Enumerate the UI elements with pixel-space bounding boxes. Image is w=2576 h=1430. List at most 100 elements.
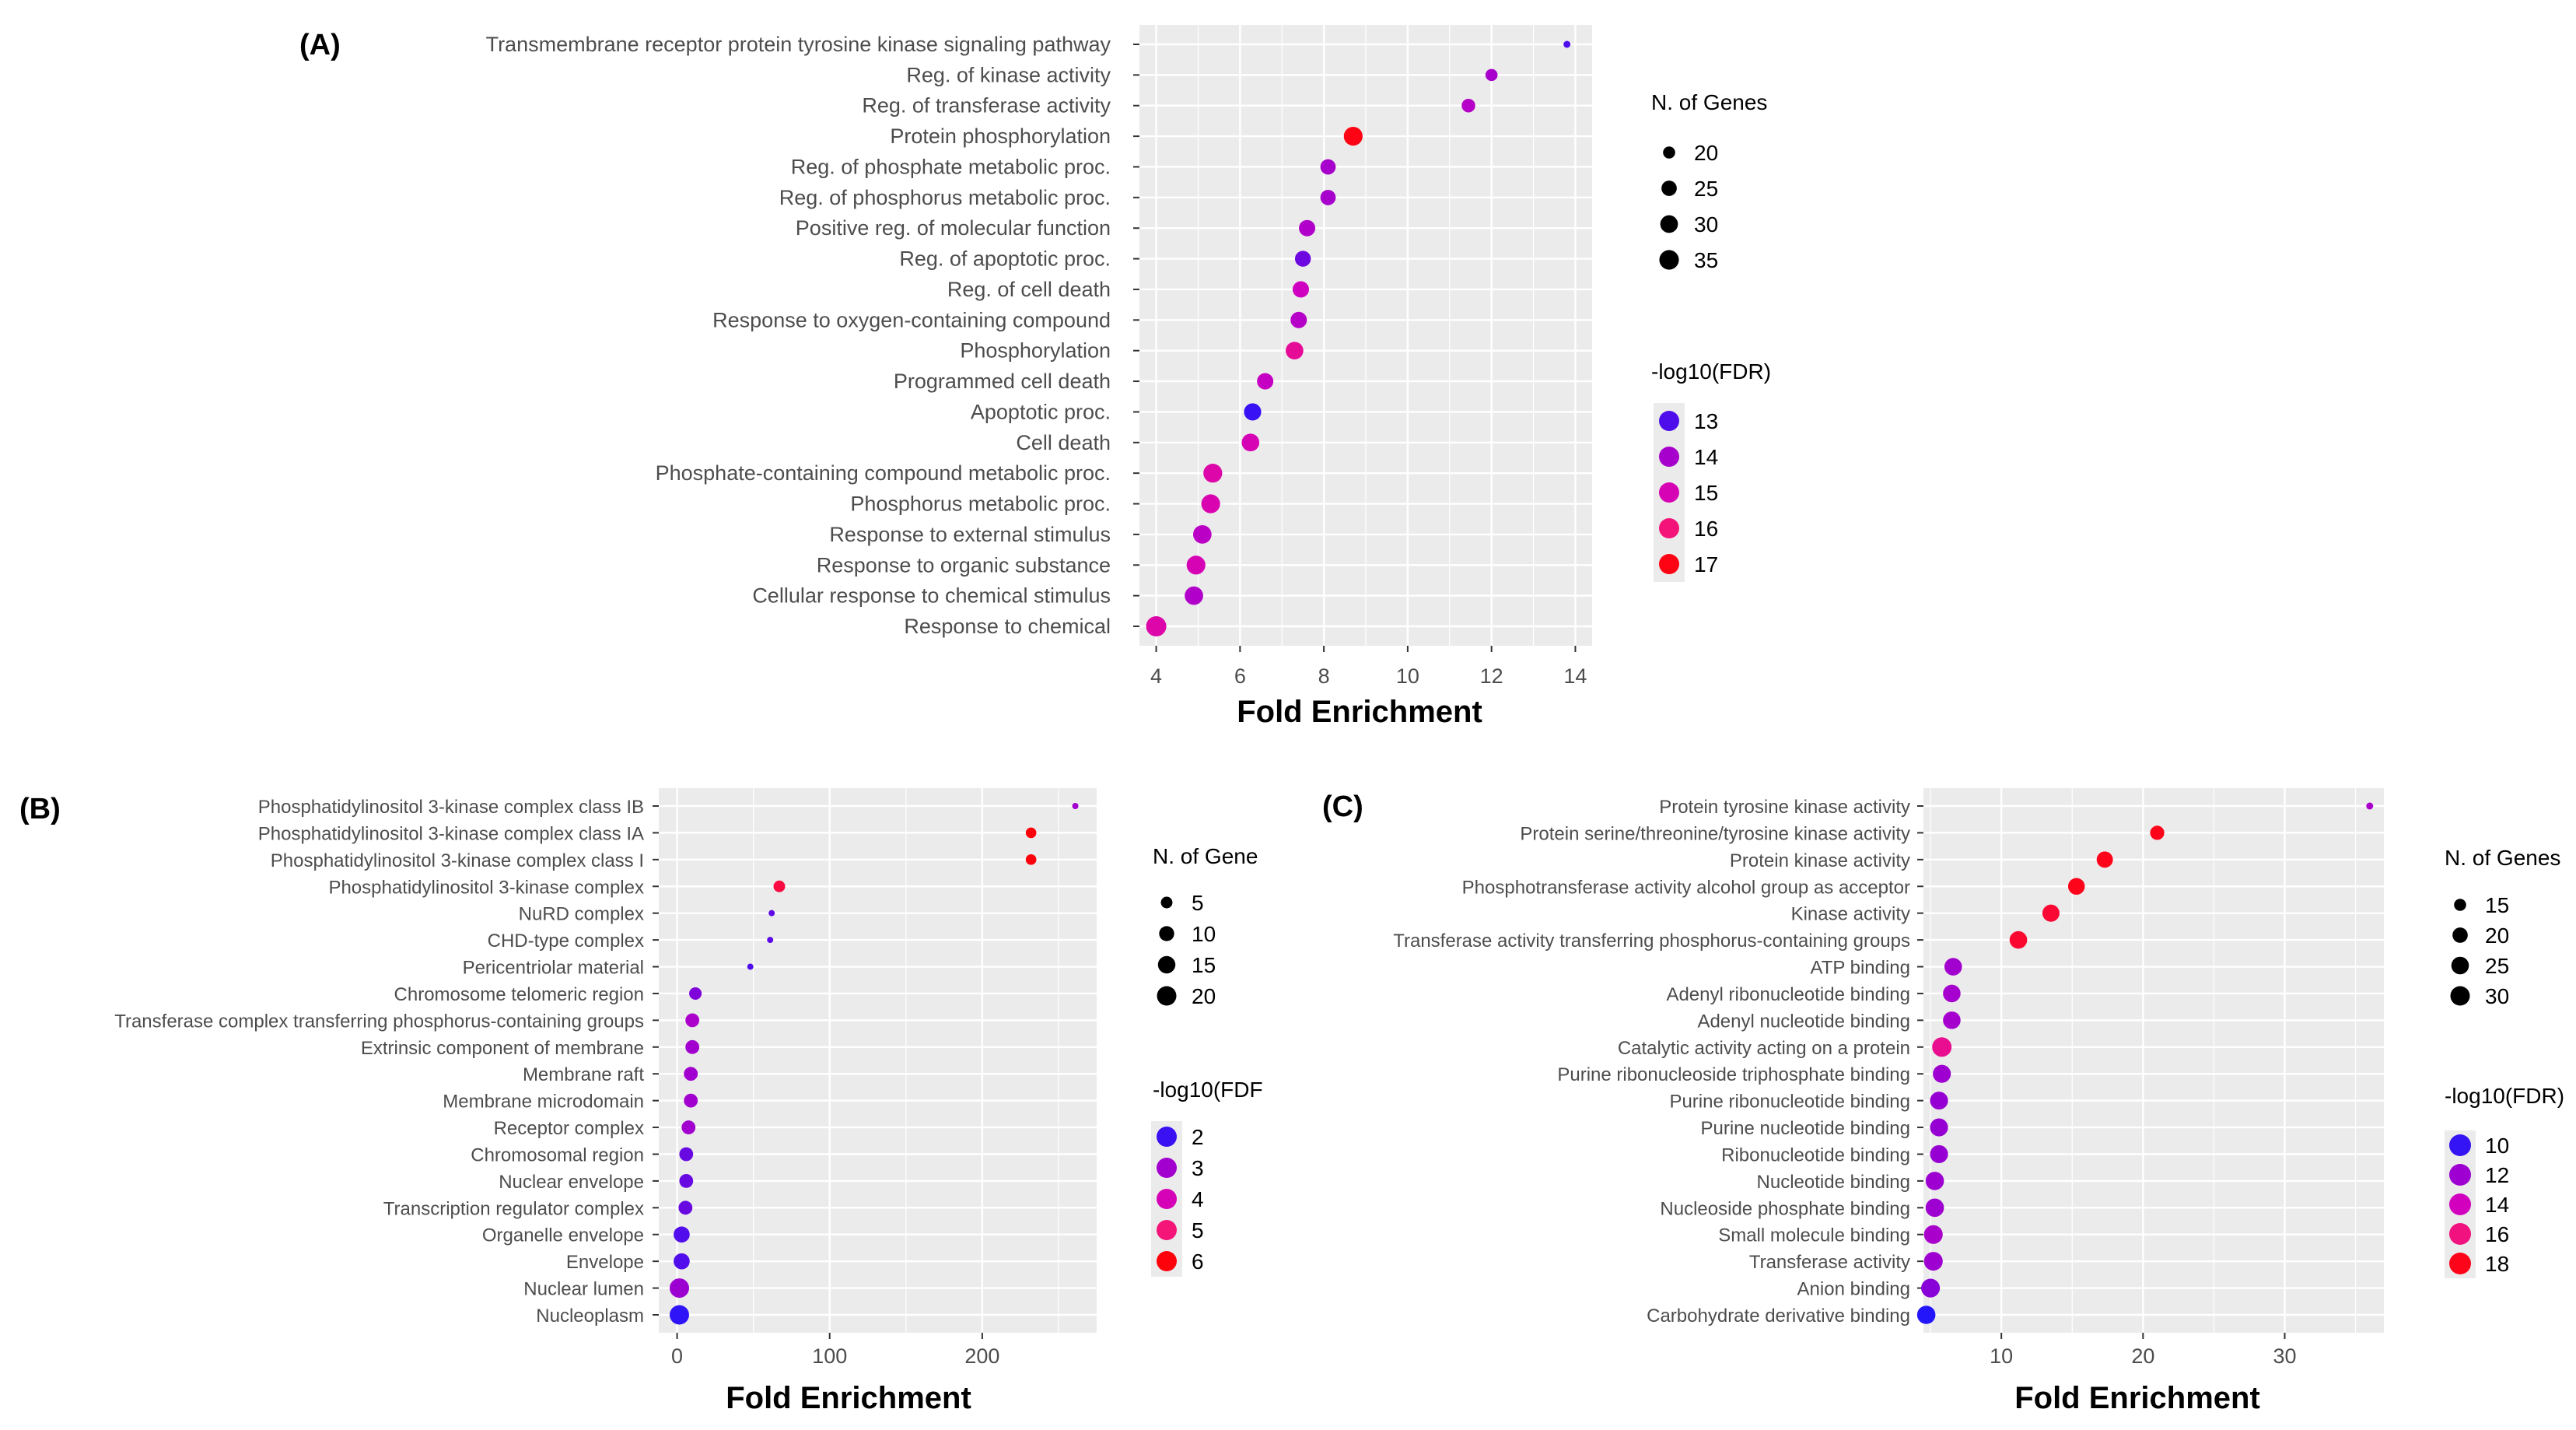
panel-b-size-legend: N. of Gene 5 10 15 20 — [1153, 844, 1258, 1008]
category-label: Response to organic substance — [817, 553, 1111, 577]
data-point — [767, 937, 774, 944]
data-point — [685, 1013, 700, 1028]
panel-b-gridlines — [676, 788, 1059, 1333]
data-point — [1921, 1278, 1941, 1298]
data-point — [1916, 1306, 1936, 1324]
panel-a-size-legend-title: N. of Genes — [1651, 90, 1767, 114]
category-label: Reg. of kinase activity — [906, 63, 1111, 86]
color-legend-key — [1157, 1220, 1177, 1240]
color-legend-key — [2449, 1193, 2471, 1215]
panel-b-color-legend: -log10(FDF 2 3 4 5 6 — [1151, 1078, 1263, 1277]
data-point — [1072, 803, 1079, 809]
panel-a-size-legend: N. of Genes 20 25 30 35 — [1651, 90, 1767, 272]
x-tick-label: 10 — [1396, 664, 1419, 688]
category-label: Nuclear lumen — [523, 1279, 644, 1300]
color-legend-key — [2449, 1253, 2471, 1274]
data-point — [669, 1305, 689, 1325]
panel-c-gridlines — [1930, 788, 2357, 1333]
category-label: Nucleotide binding — [1757, 1172, 1910, 1193]
panel-a-gridlines — [1155, 25, 1577, 646]
panel-a-x-axis-title: Fold Enrichment — [1237, 695, 1482, 729]
data-point — [1192, 525, 1212, 544]
category-label: Pericentriolar material — [463, 958, 644, 979]
category-label: Adenyl ribonucleotide binding — [1666, 984, 1910, 1005]
color-legend-key — [1157, 1127, 1177, 1147]
color-legend-key — [2449, 1134, 2471, 1156]
panel-a-x-ticks: 4 6 8 10 12 14 — [1150, 646, 1587, 688]
category-label: Ribonucleotide binding — [1721, 1144, 1910, 1165]
data-point — [1257, 373, 1274, 390]
category-label: Purine ribonucleoside triphosphate bindi… — [1557, 1064, 1910, 1085]
panel-c-plot-background — [1923, 788, 2384, 1333]
data-point — [1292, 281, 1309, 298]
data-point — [1203, 464, 1223, 483]
color-legend-key — [1659, 447, 1679, 467]
x-tick-label: 20 — [2131, 1344, 2154, 1368]
size-legend-key — [1661, 181, 1677, 196]
color-legend-key — [1659, 518, 1679, 538]
size-legend-key — [1160, 896, 1173, 909]
category-label: Anion binding — [1797, 1279, 1910, 1300]
category-label: Reg. of phosphorus metabolic proc. — [779, 186, 1111, 209]
color-legend-label: 16 — [1694, 517, 1718, 541]
category-label: Membrane raft — [523, 1064, 644, 1085]
panel-a-color-legend: -log10(FDR) 13 14 15 16 17 — [1651, 359, 1771, 582]
x-tick-label: 200 — [964, 1344, 999, 1368]
category-label: Small molecule binding — [1718, 1225, 1910, 1246]
x-tick-label: 100 — [812, 1344, 847, 1368]
panel-b-category-labels: Phosphatidylinositol 3-kinase complex cl… — [114, 797, 659, 1327]
data-point — [679, 1147, 694, 1162]
panel-a-tag: (A) — [299, 29, 341, 61]
data-point — [1201, 494, 1220, 513]
size-legend-key — [1157, 955, 1176, 974]
data-point — [1290, 311, 1307, 328]
color-legend-key — [1659, 482, 1679, 503]
size-legend-label: 25 — [2485, 954, 2509, 978]
size-legend-key — [2452, 927, 2468, 943]
category-label: Transferase activity — [1749, 1252, 1910, 1273]
data-point — [747, 963, 754, 970]
category-label: Transferase activity transferring phosph… — [1393, 931, 1910, 952]
color-legend-label: 14 — [1694, 445, 1718, 469]
category-label: Apoptotic proc. — [971, 400, 1111, 423]
color-legend-label: 13 — [1694, 409, 1718, 433]
data-point — [1186, 556, 1206, 575]
category-label: Protein phosphorylation — [890, 124, 1111, 148]
color-legend-key — [1157, 1158, 1177, 1178]
category-label: Phosphotransferase activity alcohol grou… — [1462, 877, 1910, 898]
color-legend-label: 10 — [2485, 1134, 2509, 1158]
panel-c-category-labels: Protein tyrosine kinase activity Protein … — [1393, 797, 1923, 1327]
data-point — [1299, 219, 1316, 237]
size-legend-key — [2451, 956, 2469, 975]
color-legend-label: 4 — [1192, 1187, 1204, 1211]
category-label: Reg. of transferase activity — [862, 94, 1111, 117]
category-label: Adenyl nucleotide binding — [1697, 1011, 1910, 1032]
category-label: Reg. of phosphate metabolic proc. — [791, 155, 1111, 178]
category-label: ATP binding — [1810, 958, 1910, 979]
panel-b-x-ticks: 0 100 200 — [671, 1333, 999, 1368]
data-point — [674, 1253, 690, 1270]
data-point — [1943, 984, 1961, 1003]
data-point — [669, 1278, 689, 1299]
category-label: CHD-type complex — [488, 931, 644, 952]
data-point — [2042, 904, 2060, 922]
data-point — [681, 1120, 696, 1134]
color-legend-label: 15 — [1694, 481, 1718, 505]
panel-c-x-ticks: 10 20 30 — [1990, 1333, 2297, 1368]
panel-b-tag: (B) — [19, 793, 61, 825]
data-point — [1925, 1172, 1944, 1190]
data-point — [1294, 251, 1311, 267]
x-tick-label: 0 — [671, 1344, 683, 1368]
category-label: Phosphorus metabolic proc. — [850, 492, 1111, 516]
size-legend-label: 25 — [1694, 177, 1718, 201]
data-point — [1320, 189, 1336, 205]
data-point — [684, 1093, 698, 1108]
panel-c-size-legend: N. of Genes 15 20 25 30 — [2445, 846, 2560, 1008]
size-legend-key — [1660, 215, 1678, 233]
category-label: Phosphatidylinositol 3-kinase complex — [328, 877, 644, 898]
category-label: Chromosomal region — [471, 1144, 644, 1165]
data-point — [679, 1173, 694, 1188]
category-label: Purine ribonucleotide binding — [1669, 1092, 1910, 1113]
panel-c-color-legend-title: -log10(FDR) — [2445, 1084, 2564, 1108]
category-label: Phosphatidylinositol 3-kinase complex cl… — [271, 850, 644, 871]
